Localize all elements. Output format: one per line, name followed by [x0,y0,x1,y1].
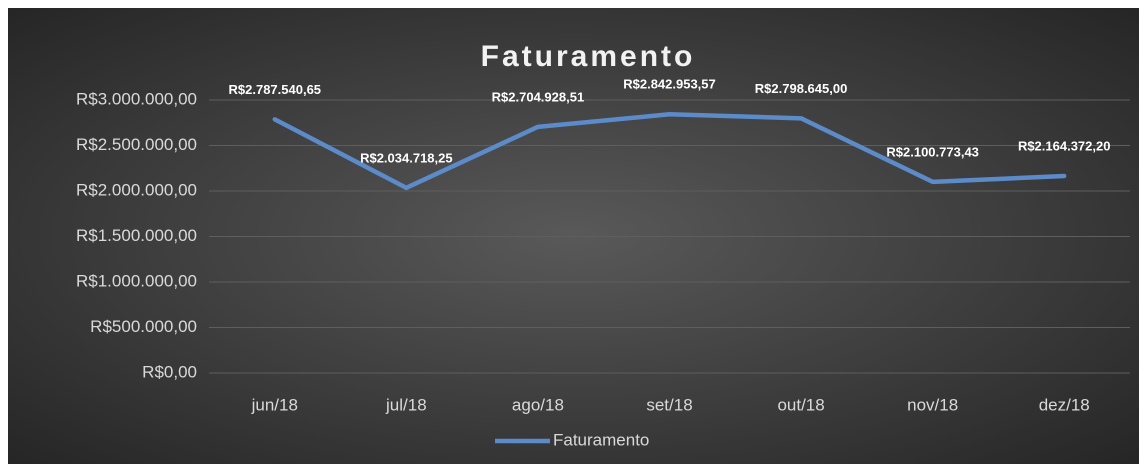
legend-label: Faturamento [553,430,649,449]
x-tick-label: out/18 [777,395,824,414]
data-label: R$2.798.645,00 [755,81,848,96]
data-label: R$2.842.953,57 [623,77,716,92]
y-tick-label: R$2.500.000,00 [76,135,197,154]
data-label: R$2.100.773,43 [886,144,979,159]
y-tick-label: R$3.000.000,00 [76,89,197,108]
data-line [272,112,1067,191]
chart-title: Faturamento [481,40,696,73]
data-label: R$2.164.372,20 [1018,138,1111,153]
data-label: R$2.034.718,25 [360,150,453,165]
y-tick-label: R$0,00 [142,362,197,381]
y-tick-label: R$500.000,00 [90,317,197,336]
x-tick-label: jun/18 [251,395,298,414]
y-tick-label: R$1.000.000,00 [76,271,197,290]
y-tick-label: R$2.000.000,00 [76,180,197,199]
x-tick-label: nov/18 [907,395,958,414]
x-tick-label: dez/18 [1039,395,1090,414]
y-tick-label: R$1.500.000,00 [76,226,197,245]
data-label: R$2.787.540,65 [229,82,322,97]
x-tick-label: set/18 [646,395,692,414]
x-tick-label: ago/18 [512,395,564,414]
data-label: R$2.704.928,51 [492,89,585,104]
x-tick-label: jul/18 [385,395,427,414]
